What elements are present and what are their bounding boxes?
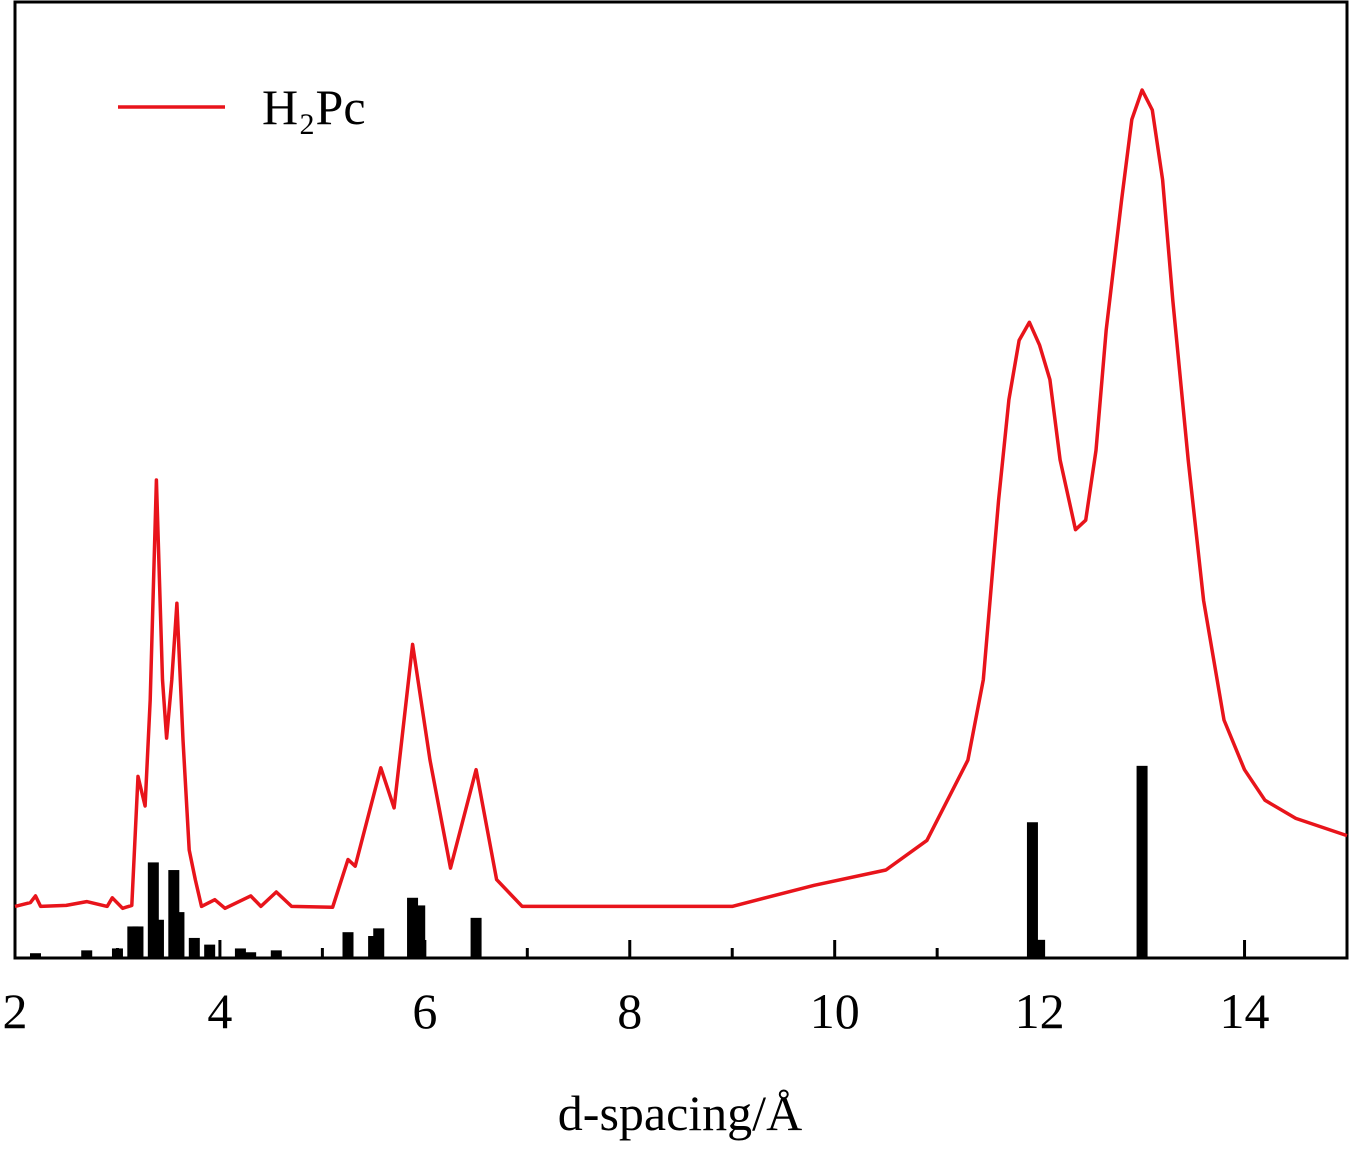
- x-axis-label: d-spacing/Å: [558, 1085, 802, 1141]
- reference-stick: [414, 905, 426, 958]
- reference-stick: [245, 952, 257, 958]
- x-tick-label: 14: [1220, 983, 1270, 1039]
- reference-stick: [152, 919, 164, 958]
- reference-stick: [342, 932, 354, 958]
- x-tick-label: 8: [617, 983, 642, 1039]
- reference-stick: [1026, 822, 1038, 958]
- reference-stick: [1136, 765, 1148, 958]
- reference-stick: [132, 926, 144, 958]
- reference-stick: [81, 950, 93, 958]
- reference-stick: [373, 928, 385, 958]
- legend-label: H₂Pc: [262, 79, 366, 135]
- reference-stick: [407, 897, 419, 958]
- x-tick-label: 6: [412, 983, 437, 1039]
- data-line: [14, 88, 1348, 911]
- reference-stick: [29, 953, 41, 958]
- x-tick-label: 12: [1015, 983, 1065, 1039]
- reference-stick: [470, 917, 482, 958]
- x-tick-label: 4: [207, 983, 232, 1039]
- x-tick-label: 2: [3, 983, 28, 1039]
- reference-stick: [173, 912, 185, 958]
- reference-stick: [147, 862, 159, 958]
- x-tick-label: 10: [810, 983, 860, 1039]
- plot-frame: [13, 0, 1349, 960]
- reference-stick: [204, 944, 216, 958]
- reference-stick: [270, 950, 282, 958]
- reference-stick: [188, 937, 200, 958]
- reference-stick: [234, 948, 246, 958]
